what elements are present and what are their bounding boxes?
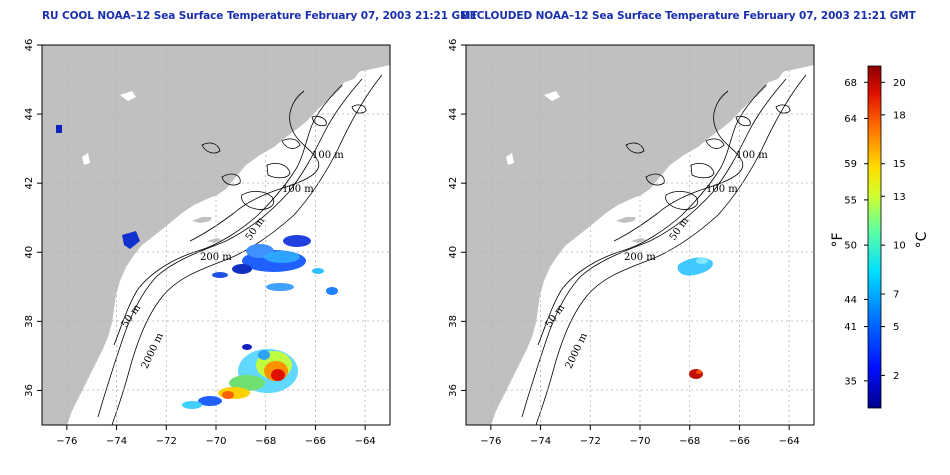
left-map-sst-patches: [56, 125, 338, 409]
right-y-tick-label: 40: [448, 246, 459, 259]
colorbar-ticks: 20 18 15 13 10 7 5 2 68 64 59 55 50 44 41 35: [844, 78, 905, 388]
left-y-tick-label: 44: [24, 108, 35, 121]
left-x-tick-label: −68: [255, 436, 276, 447]
colorbar-fahrenheit-label: 35: [844, 376, 857, 387]
right-y-tick-label: 38: [448, 315, 459, 328]
right-map-sst-patches: [677, 257, 713, 379]
colorbar-gradient: [867, 65, 882, 409]
right-x-tick-label: −76: [480, 436, 501, 447]
colorbar-fahrenheit-label: 50: [844, 241, 857, 252]
left-map-panel: 100 m 100 m 50 m 200 m 50 m 2000 m: [41, 44, 391, 426]
right-map-panel: 100 m 100 m 50 m 200 m 50 m 2000 m: [465, 44, 815, 426]
colorbar-celsius-label: 20: [893, 78, 906, 89]
contour-label-100m-north: 100 m: [736, 150, 768, 161]
left-x-tick-label: −72: [156, 436, 177, 447]
colorbar: 20 18 15 13 10 7 5 2 68 64 59 55 50 44 41 35 °F °C: [830, 65, 930, 409]
right-x-tick-label: −66: [729, 436, 750, 447]
right-x-tick-label: −64: [779, 436, 800, 447]
colorbar-fahrenheit-label: 68: [844, 78, 857, 89]
colorbar-celsius-unit: °C: [914, 231, 930, 248]
left-x-tick-label: −66: [305, 436, 326, 447]
colorbar-fahrenheit-label: 44: [844, 295, 857, 306]
left-y-tick-label: 42: [24, 177, 35, 190]
left-y-tick-label: 38: [24, 315, 35, 328]
left-y-tick-label: 46: [24, 39, 35, 52]
left-y-tick-label: 40: [24, 246, 35, 259]
right-y-tick-label: 36: [448, 384, 459, 397]
contour-label-100m-mid: 100 m: [282, 184, 314, 195]
colorbar-celsius-label: 2: [893, 371, 899, 382]
colorbar-fahrenheit-label: 55: [844, 195, 857, 206]
colorbar-fahrenheit-unit: °F: [830, 232, 846, 247]
colorbar-celsius-label: 10: [893, 241, 906, 252]
contour-label-100m-mid: 100 m: [706, 184, 738, 195]
right-map-title: DECLOUDED NOAA–12 Sea Surface Temperatur…: [461, 10, 916, 22]
contour-label-100m-north: 100 m: [312, 150, 344, 161]
right-x-tick-label: −70: [629, 436, 650, 447]
right-x-tick-label: −74: [530, 436, 551, 447]
left-x-tick-label: −70: [205, 436, 226, 447]
right-x-tick-label: −72: [580, 436, 601, 447]
axis-ticks: −76 −74 −72 −70 −68 −66 −64 46 44 42 40 38 36 −76 −74 −…: [24, 39, 800, 447]
right-x-tick-label: −68: [679, 436, 700, 447]
colorbar-fahrenheit-label: 64: [844, 114, 857, 125]
colorbar-celsius-label: 18: [893, 110, 906, 121]
left-map-title: RU COOL NOAA–12 Sea Surface Temperature …: [42, 10, 478, 22]
left-x-tick-label: −76: [56, 436, 77, 447]
right-y-tick-label: 46: [448, 39, 459, 52]
colorbar-celsius-label: 15: [893, 159, 906, 170]
left-y-tick-label: 36: [24, 384, 35, 397]
colorbar-celsius-label: 5: [893, 322, 899, 333]
right-y-tick-label: 44: [448, 108, 459, 121]
colorbar-celsius-label: 7: [893, 290, 899, 301]
colorbar-celsius-label: 13: [893, 192, 906, 203]
right-y-tick-label: 42: [448, 177, 459, 190]
left-x-tick-label: −64: [355, 436, 376, 447]
colorbar-fahrenheit-label: 41: [844, 322, 857, 333]
contour-label-200m: 200 m: [624, 252, 656, 263]
colorbar-fahrenheit-label: 59: [844, 159, 857, 170]
left-x-tick-label: −74: [106, 436, 127, 447]
contour-label-200m: 200 m: [200, 252, 232, 263]
